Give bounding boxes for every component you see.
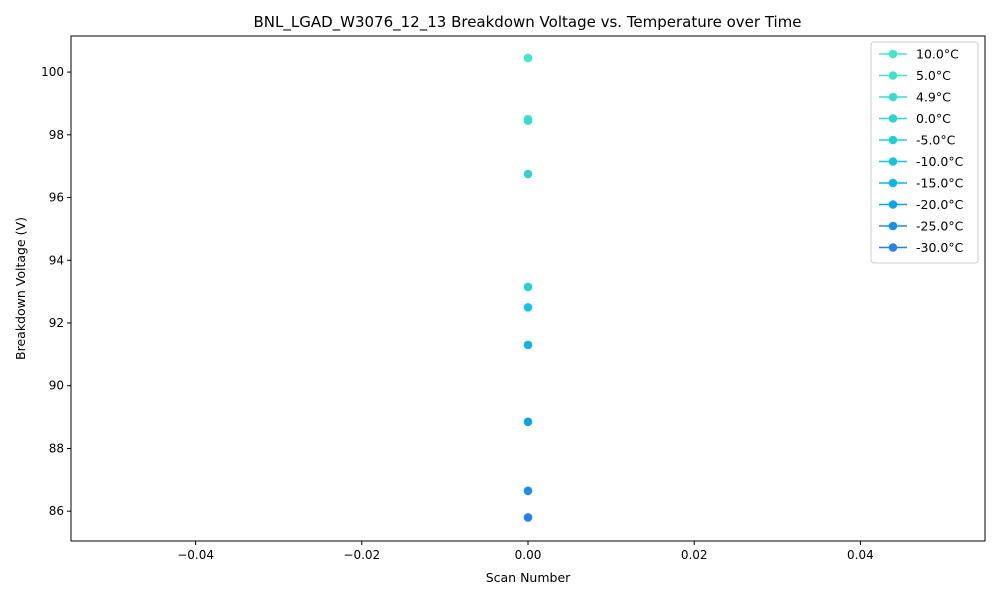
data-point [523, 417, 533, 427]
legend-label: -25.0°C [916, 219, 964, 234]
y-tick-label: 88 [49, 441, 64, 455]
legend-marker [888, 114, 898, 123]
x-tick-label: 0.00 [515, 548, 542, 562]
legend-label: -30.0°C [916, 240, 964, 255]
chart-title: BNL_LGAD_W3076_12_13 Breakdown Voltage v… [253, 13, 801, 32]
data-point [523, 169, 533, 179]
legend-marker [888, 243, 898, 252]
y-axis: 86 88 90 92 94 96 98 100 [41, 65, 71, 518]
data-point [523, 513, 533, 522]
legend-label: 4.9°C [916, 90, 951, 105]
legend-marker [888, 221, 898, 231]
y-tick-label: 90 [49, 379, 64, 393]
legend-label: 10.0°C [916, 47, 959, 62]
plot-area [523, 53, 533, 522]
legend-label: 5.0°C [916, 68, 951, 83]
legend-label: -10.0°C [916, 154, 964, 169]
data-point [523, 53, 533, 63]
y-tick-label: 96 [49, 191, 64, 205]
legend-marker [888, 135, 898, 145]
x-tick-label: 0.02 [681, 548, 708, 562]
x-tick-label: −0.02 [343, 548, 380, 562]
y-tick-label: 100 [41, 65, 64, 79]
legend-label: 0.0°C [916, 111, 951, 126]
legend-marker [888, 157, 898, 166]
x-axis-title: Scan Number [486, 570, 571, 585]
legend-marker [888, 200, 898, 209]
legend-marker [888, 92, 898, 102]
x-tick-label: −0.04 [177, 548, 214, 562]
legend-label: -5.0°C [916, 133, 956, 148]
data-point [523, 282, 533, 292]
x-axis: −0.04 −0.02 0.00 0.02 0.04 [177, 541, 874, 562]
legend: 10.0°C 5.0°C 4.9°C 0.0°C -5.0°C -10.0°C -15.0°… [870, 41, 979, 264]
x-tick-label: 0.04 [847, 548, 874, 562]
y-tick-label: 86 [49, 504, 64, 518]
legend-label: -15.0°C [916, 176, 964, 191]
data-point [523, 486, 533, 496]
y-tick-label: 92 [49, 316, 64, 330]
y-tick-label: 94 [49, 253, 64, 267]
data-point [523, 340, 533, 350]
data-point [523, 116, 533, 125]
legend-marker [888, 178, 898, 188]
data-point [523, 303, 533, 312]
y-axis-title: Breakdown Voltage (V) [13, 217, 28, 360]
y-tick-label: 98 [49, 128, 64, 142]
legend-label: -20.0°C [916, 197, 964, 212]
legend-marker [888, 49, 898, 59]
legend-marker [888, 71, 898, 80]
